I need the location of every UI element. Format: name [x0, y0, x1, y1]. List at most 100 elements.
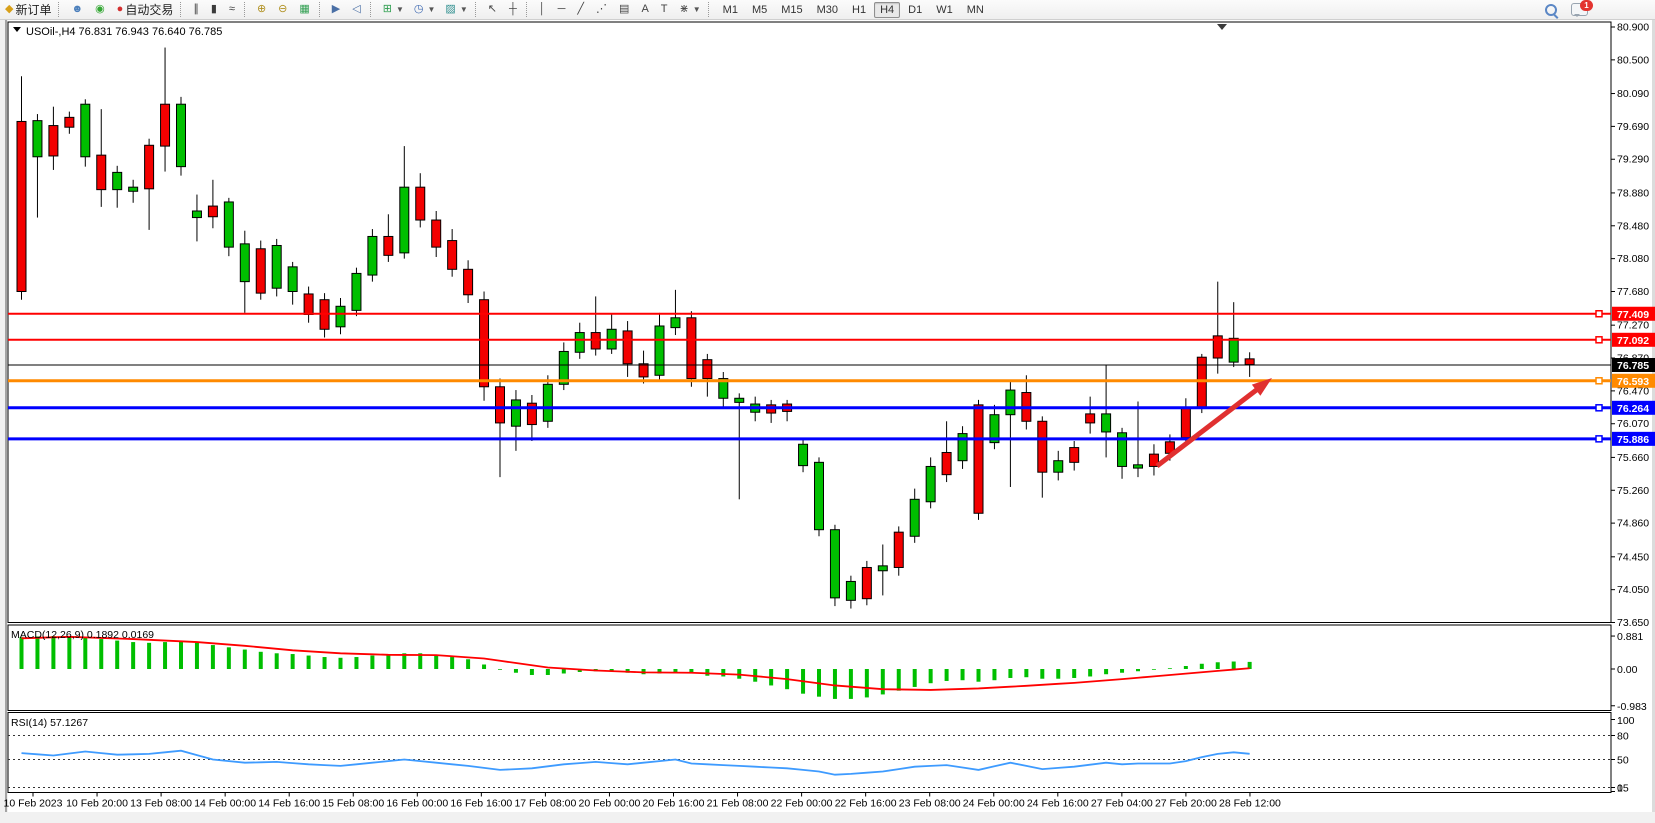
periods-button[interactable]: ◷ ▼	[410, 1, 440, 18]
search-icon[interactable]	[1545, 3, 1557, 16]
macd-signal-line	[21, 635, 1250, 691]
trendline-button[interactable]: ╱	[573, 1, 590, 18]
time-label: 16 Feb 00:00	[386, 798, 448, 810]
time-label: 24 Feb 16:00	[1027, 798, 1089, 810]
candle-down	[893, 531, 904, 568]
chart-title: USOil-,H4 76.831 76.943 76.640 76.785	[26, 26, 222, 38]
candle-down	[526, 402, 537, 426]
time-label: 21 Feb 08:00	[707, 798, 769, 810]
line-handle[interactable]	[1595, 435, 1603, 443]
fibonacci-button[interactable]: ⋰	[592, 1, 613, 18]
candle-up	[989, 414, 1000, 444]
chart-menu-triangle-icon[interactable]	[13, 27, 21, 32]
tile-windows-button[interactable]: ▦	[295, 1, 315, 18]
candle-down	[16, 120, 27, 292]
candle-up	[1117, 432, 1128, 467]
price-tag	[1612, 358, 1655, 373]
candle-up	[271, 244, 282, 289]
line-handle[interactable]	[1595, 404, 1603, 412]
candle-up	[909, 498, 920, 537]
candle-up	[829, 529, 840, 599]
time-label: 23 Feb 08:00	[899, 798, 961, 810]
time-label: 14 Feb 00:00	[194, 798, 256, 810]
signals-button[interactable]: ◉	[91, 1, 111, 18]
candle-down	[495, 386, 505, 424]
time-label: 24 Feb 00:00	[963, 798, 1025, 810]
contacts-button[interactable]: ☻	[67, 1, 89, 18]
chat-icon[interactable]: 1	[1571, 0, 1593, 17]
cursor-button[interactable]: ↖	[484, 1, 503, 18]
chevron-down-icon[interactable]: ▼	[395, 5, 404, 14]
candle-up	[223, 201, 234, 248]
candle-down	[861, 566, 872, 600]
channel-button[interactable]: ▤	[615, 1, 635, 18]
candle-up	[798, 443, 809, 467]
candle-up	[558, 350, 569, 385]
candle-up	[80, 103, 91, 158]
timeframe-m30-button[interactable]: M30	[816, 3, 839, 16]
price-tick-label: 74.050	[1617, 584, 1649, 596]
toolbar-separator	[525, 2, 532, 17]
candle-up	[957, 433, 968, 462]
time-label: 22 Feb 00:00	[771, 798, 833, 810]
shift-marker-icon[interactable]	[1217, 24, 1227, 30]
arrows-button[interactable]: ⋇ ▼	[676, 1, 705, 18]
annotation-arrow-head[interactable]	[1251, 378, 1272, 396]
zoom-in-button[interactable]: ⊕	[253, 1, 272, 18]
candle-down	[415, 186, 426, 221]
candle-up	[670, 317, 681, 329]
price-tick-label: 75.660	[1617, 452, 1649, 464]
chart-shift-button[interactable]: ◁	[348, 1, 366, 18]
candle-down	[48, 125, 59, 157]
barchart-icon: ∥	[193, 3, 199, 15]
rsi-line	[21, 749, 1250, 776]
bar-chart-button[interactable]: ∥	[189, 1, 205, 18]
candle-up	[335, 305, 346, 328]
auto-scroll-button[interactable]: ▶	[328, 1, 346, 18]
line-chart-button[interactable]: ≈	[225, 1, 241, 18]
rsi-axis-label: 0	[1617, 783, 1623, 795]
timeframe-m1-button[interactable]: M1	[722, 3, 738, 16]
time-label: 16 Feb 16:00	[450, 798, 512, 810]
template-icon: ▨	[445, 3, 456, 15]
candlestick-chart-button[interactable]: ▮	[207, 1, 223, 18]
zoom-out-button[interactable]: ⊖	[274, 1, 293, 18]
annotation-arrow-shaft[interactable]	[1155, 386, 1261, 468]
crosshair-button[interactable]: ┼	[505, 1, 523, 18]
horizontal-line-button[interactable]: ─	[554, 1, 572, 18]
candle-down	[1037, 420, 1048, 473]
time-label: 10 Feb 20:00	[66, 798, 128, 810]
chevron-down-icon[interactable]: ▼	[427, 5, 436, 14]
new-order-button[interactable]: ◆ 新订单	[1, 1, 55, 18]
left-splitter[interactable]	[0, 19, 8, 823]
line-handle[interactable]	[1595, 377, 1603, 385]
line-handle[interactable]	[1595, 310, 1603, 318]
rsi-panel	[7, 712, 1612, 793]
time-label: 28 Feb 12:00	[1219, 798, 1281, 810]
timeframe-d1-button[interactable]: D1	[908, 3, 923, 16]
timeframe-w1-button[interactable]: W1	[936, 3, 953, 16]
time-label: 14 Feb 16:00	[258, 798, 320, 810]
auto-trading-button[interactable]: ● 自动交易	[113, 1, 178, 18]
timeframe-mn-button[interactable]: MN	[966, 3, 984, 16]
price-tick-label: 74.860	[1617, 518, 1649, 530]
candle-up	[542, 383, 553, 422]
price-tag-label: 76.264	[1617, 403, 1649, 415]
chevron-down-icon[interactable]: ▼	[459, 5, 468, 14]
chevron-down-icon[interactable]: ▼	[692, 5, 701, 14]
vertical-line-button[interactable]: │	[535, 1, 552, 18]
add-indicators-button[interactable]: ⊞ ▼	[379, 1, 408, 18]
time-label: 20 Feb 00:00	[579, 798, 641, 810]
timeframe-m5-button[interactable]: M5	[751, 3, 768, 16]
price-tag	[1612, 431, 1655, 446]
line-handle[interactable]	[1595, 336, 1603, 344]
signals-icon: ◉	[95, 3, 105, 15]
chartshift-icon: ◁	[352, 3, 361, 15]
timeframe-h4-button[interactable]: H4	[874, 1, 901, 18]
candle-down	[702, 359, 713, 380]
timeframe-m15-button[interactable]: M15	[781, 3, 803, 16]
text-button[interactable]: A	[637, 1, 654, 18]
timeframe-h1-button[interactable]: H1	[852, 3, 867, 16]
templates-button[interactable]: ▨ ▼	[441, 1, 471, 18]
text-label-button[interactable]: T	[657, 1, 674, 18]
